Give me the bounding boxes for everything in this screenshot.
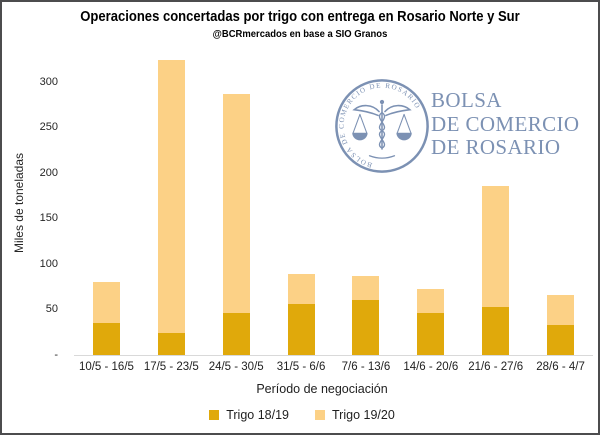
legend-item-trigo-1920: Trigo 19/20 bbox=[315, 408, 395, 422]
bcr-logo: BOLSA DE COMERCIO DE ROSARIO bbox=[332, 76, 592, 178]
x-tick-label: 10/5 - 16/5 bbox=[78, 361, 134, 373]
plot-area bbox=[74, 52, 593, 356]
x-tick-label: 24/5 - 30/5 bbox=[208, 361, 264, 373]
caduceus-and-scales-icon bbox=[352, 99, 412, 159]
logo-wordmark: BOLSA DE COMERCIO DE ROSARIO bbox=[431, 88, 580, 160]
bar-segment-trigo-1920 bbox=[92, 282, 120, 324]
bar-segment-trigo-1819 bbox=[547, 324, 575, 355]
legend-swatch-icon bbox=[209, 410, 220, 420]
bar-segment-trigo-1920 bbox=[352, 275, 380, 300]
x-tick-label: 28/6 - 4/7 bbox=[536, 361, 585, 373]
x-tick-label: 21/6 - 27/6 bbox=[468, 361, 524, 373]
bar-segment-trigo-1819 bbox=[222, 313, 250, 355]
legend-item-trigo-1819: Trigo 18/19 bbox=[209, 408, 289, 422]
bar-segment-trigo-1920 bbox=[547, 294, 575, 325]
x-tick-label: 17/5 - 23/5 bbox=[143, 361, 199, 373]
bar-segment-trigo-1920 bbox=[222, 93, 250, 314]
bar-segment-trigo-1819 bbox=[352, 299, 380, 355]
bar-segment-trigo-1819 bbox=[287, 304, 315, 355]
legend: Trigo 18/19 Trigo 19/20 bbox=[2, 408, 598, 422]
x-tick-label: 7/6 - 13/6 bbox=[341, 361, 391, 373]
y-tick-label: 200 bbox=[39, 166, 58, 179]
x-axis-title: Período de negociación bbox=[256, 382, 388, 396]
y-tick-label: 250 bbox=[39, 121, 58, 134]
bar-segment-trigo-1819 bbox=[157, 333, 185, 355]
logo-wordmark-line: DE ROSARIO bbox=[431, 135, 561, 159]
y-tick-label: 50 bbox=[45, 303, 58, 315]
legend-label: Trigo 18/19 bbox=[226, 408, 289, 422]
chart-subtitle: @BCRmercados en base a SIO Granos bbox=[212, 28, 388, 40]
y-tick-label: 100 bbox=[39, 257, 58, 270]
x-tick-label: 31/5 - 6/6 bbox=[276, 361, 326, 373]
y-tick-label: - bbox=[54, 348, 58, 361]
bar-segment-trigo-1819 bbox=[92, 323, 120, 355]
chart-title: Operaciones concertadas por trigo con en… bbox=[80, 9, 520, 25]
y-tick-label: 300 bbox=[39, 75, 58, 88]
bar-segment-trigo-1819 bbox=[482, 306, 510, 355]
bar-segment-trigo-1920 bbox=[482, 185, 510, 307]
bcr-seal-icon: BOLSA DE COMERCIO DE ROSARIO bbox=[335, 79, 429, 173]
bar-segment-trigo-1920 bbox=[417, 288, 445, 314]
bar-segment-trigo-1819 bbox=[417, 313, 445, 355]
logo-wordmark-line: BOLSA bbox=[431, 88, 502, 112]
legend-swatch-icon bbox=[315, 410, 325, 420]
x-tick-label: 14/6 - 20/6 bbox=[403, 361, 459, 373]
bar-segment-trigo-1920 bbox=[287, 274, 315, 305]
legend-label: Trigo 19/20 bbox=[332, 408, 395, 422]
y-tick-label: 150 bbox=[39, 212, 58, 224]
logo-wordmark-line: DE COMERCIO bbox=[431, 111, 580, 136]
bar-segment-trigo-1920 bbox=[157, 60, 185, 334]
